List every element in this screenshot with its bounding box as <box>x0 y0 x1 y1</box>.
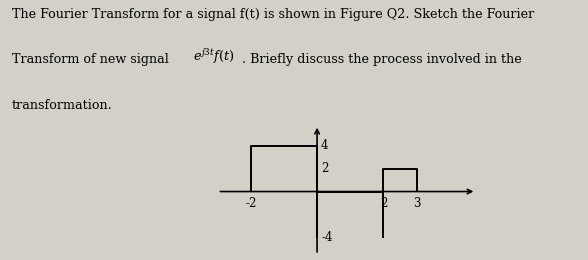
Text: $e^{j3t}f(t)$: $e^{j3t}f(t)$ <box>193 47 234 66</box>
Text: -2: -2 <box>245 197 256 210</box>
Text: 2: 2 <box>321 162 329 175</box>
Text: Transform of new signal: Transform of new signal <box>12 53 173 66</box>
Text: -4: -4 <box>321 231 333 244</box>
Text: . Briefly discuss the process involved in the: . Briefly discuss the process involved i… <box>242 53 522 66</box>
Text: transformation.: transformation. <box>12 99 112 112</box>
Text: The Fourier Transform for a signal f(t) is shown in Figure Q2. Sketch the Fourie: The Fourier Transform for a signal f(t) … <box>12 8 534 21</box>
Text: 4: 4 <box>321 139 329 152</box>
Text: 3: 3 <box>413 197 420 210</box>
Text: 2: 2 <box>380 197 387 210</box>
